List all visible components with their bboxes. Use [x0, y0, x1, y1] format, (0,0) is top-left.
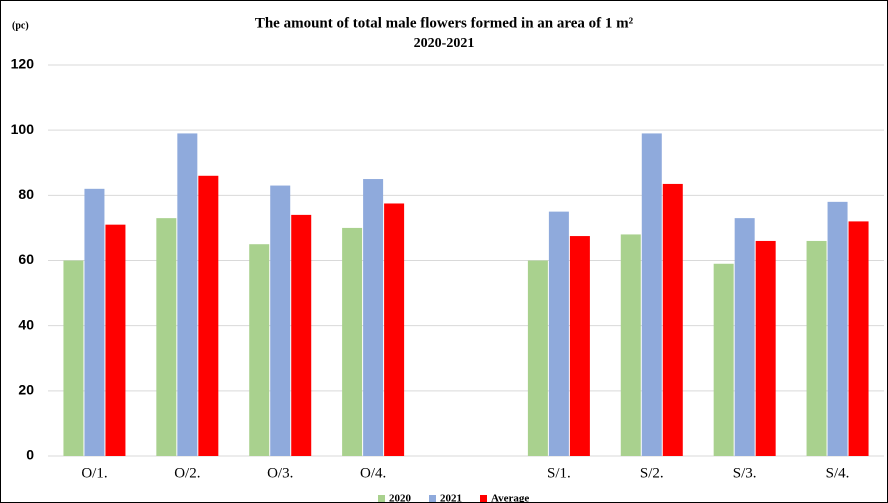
y-tick-label: 40 [18, 316, 34, 332]
x-tick-label: O/3. [267, 465, 293, 481]
bar [342, 227, 363, 456]
x-tick-label: O/1. [81, 465, 107, 481]
bar [755, 240, 776, 456]
legend-swatch [378, 495, 385, 502]
y-tick-label: 80 [18, 186, 34, 202]
bar [177, 133, 198, 457]
x-tick-label: O/4. [360, 465, 386, 481]
bar [105, 224, 126, 456]
bar [270, 185, 291, 456]
y-tick-label: 60 [18, 251, 34, 267]
y-tick-label: 20 [18, 382, 34, 398]
bar [641, 133, 662, 457]
legend-label: Average [491, 493, 529, 503]
y-tick-label: 120 [11, 56, 35, 72]
bar [249, 244, 270, 456]
chart-title: The amount of total male flowers formed … [255, 15, 634, 31]
bar [198, 175, 219, 457]
bar [662, 183, 683, 456]
bar [291, 214, 312, 456]
x-tick-label: S/1. [547, 465, 571, 481]
x-tick-label: S/3. [733, 465, 757, 481]
bar [713, 263, 734, 456]
bar [527, 260, 548, 456]
bar [827, 201, 848, 456]
legend-swatch [429, 495, 436, 502]
bar [548, 211, 569, 456]
x-tick-label: S/4. [826, 465, 850, 481]
y-tick-label: 0 [26, 447, 34, 463]
legend-label: 2020 [389, 493, 412, 503]
x-tick-label: S/2. [640, 465, 664, 481]
bar [806, 240, 827, 456]
y-tick-label: 100 [11, 121, 35, 137]
bar [734, 218, 755, 456]
bar [848, 221, 869, 456]
bar [156, 218, 177, 456]
legend-label: 2021 [440, 493, 462, 503]
bar [84, 188, 105, 457]
chart-subtitle: 2020-2021 [414, 36, 475, 51]
bar [363, 179, 384, 456]
bar [620, 234, 641, 456]
bar [569, 236, 590, 456]
legend-swatch [480, 495, 487, 502]
bar [63, 260, 84, 456]
x-tick-label: O/2. [174, 465, 200, 481]
y-axis-unit: (pc) [12, 20, 29, 31]
bar [384, 203, 405, 456]
